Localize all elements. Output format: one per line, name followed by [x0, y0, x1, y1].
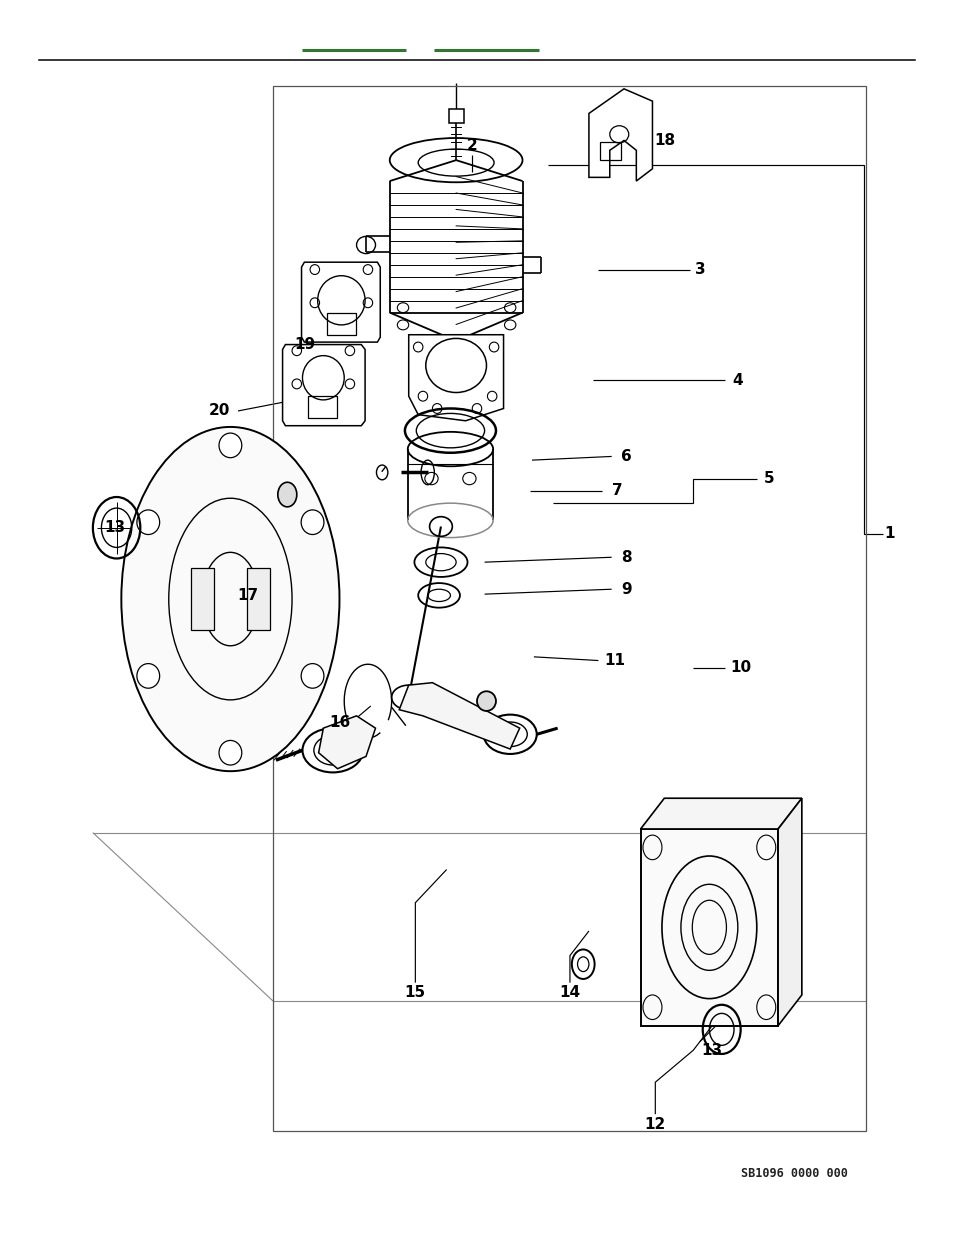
Text: 10: 10: [729, 661, 750, 676]
Text: 1: 1: [883, 526, 894, 541]
Text: 9: 9: [621, 582, 632, 597]
Ellipse shape: [277, 482, 296, 506]
Ellipse shape: [219, 433, 241, 458]
Bar: [599, 142, 620, 161]
Text: 5: 5: [763, 471, 774, 487]
Ellipse shape: [301, 663, 324, 688]
Text: 12: 12: [644, 1116, 665, 1131]
Ellipse shape: [476, 692, 496, 711]
Text: 13: 13: [700, 1042, 722, 1057]
Bar: [639, 829, 778, 1026]
Polygon shape: [301, 262, 380, 342]
Polygon shape: [588, 89, 652, 182]
Text: 11: 11: [603, 653, 624, 668]
Ellipse shape: [136, 663, 159, 688]
Text: 20: 20: [208, 404, 230, 419]
Text: 8: 8: [621, 550, 632, 564]
Polygon shape: [408, 335, 503, 421]
Ellipse shape: [219, 741, 241, 764]
Polygon shape: [639, 798, 801, 829]
Polygon shape: [282, 345, 365, 426]
Polygon shape: [398, 683, 519, 750]
Text: 15: 15: [404, 986, 425, 1000]
Text: 2: 2: [466, 138, 477, 153]
Text: 3: 3: [694, 262, 704, 277]
Bar: [246, 568, 270, 630]
Bar: [448, 109, 463, 124]
Text: SB1096 0000 000: SB1096 0000 000: [740, 1167, 847, 1179]
Text: 6: 6: [620, 450, 632, 464]
Text: 7: 7: [612, 483, 622, 499]
Ellipse shape: [121, 427, 339, 771]
Polygon shape: [318, 716, 375, 768]
Text: 18: 18: [654, 133, 675, 148]
Text: 4: 4: [732, 373, 742, 388]
Text: 17: 17: [236, 588, 257, 603]
Polygon shape: [778, 798, 801, 1026]
Bar: [273, 86, 865, 1131]
Bar: [191, 568, 214, 630]
Text: 16: 16: [329, 715, 350, 730]
Ellipse shape: [301, 510, 324, 535]
Text: 19: 19: [294, 337, 314, 352]
Ellipse shape: [136, 510, 159, 535]
Bar: [327, 312, 355, 335]
Text: 14: 14: [558, 986, 580, 1000]
Text: 13: 13: [104, 520, 125, 535]
Bar: [308, 396, 336, 419]
